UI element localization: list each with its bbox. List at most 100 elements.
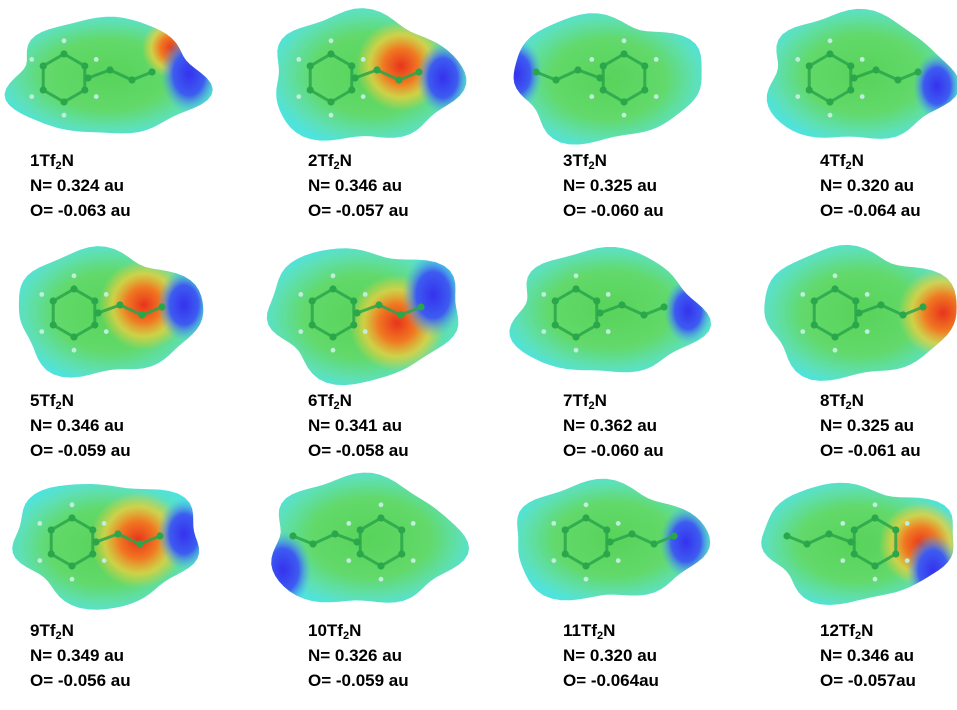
hydrogen-atom [832, 273, 838, 279]
oxygen-charge: O= -0.060 au [563, 201, 664, 220]
hydrogen-atom [29, 57, 35, 62]
atom [91, 321, 99, 329]
atom [582, 562, 590, 570]
nitrogen-charge: N= 0.362 au [563, 416, 658, 435]
hydrogen-atom [330, 347, 336, 353]
atom [892, 526, 900, 534]
hydrogen-atom [840, 558, 846, 563]
compound-number: 5 [30, 391, 40, 410]
atom [306, 62, 314, 70]
atom [39, 86, 47, 94]
oxygen-charge: O= -0.060 au [563, 441, 664, 460]
formula-subscript: 2 [597, 630, 604, 642]
formula-subscript: 2 [588, 400, 595, 412]
atom [620, 50, 628, 58]
hydrogen-atom [904, 558, 910, 563]
positive-region [906, 534, 954, 606]
atom [415, 68, 423, 76]
atom [417, 303, 425, 311]
hydrogen-atom [653, 57, 659, 62]
hydrogen-atom [328, 38, 334, 44]
compound-label: 6Tf2N [308, 388, 409, 413]
molecule-panel: 3Tf2N N= 0.325 au O= -0.060 au [478, 8, 717, 244]
formula-subscript: 2 [55, 400, 62, 412]
nitrogen-charge: N= 0.320 au [563, 646, 658, 665]
atom [871, 514, 879, 522]
atom [894, 76, 902, 84]
compound-label: 8Tf2N [820, 388, 921, 413]
hydrogen-atom [551, 558, 557, 563]
atom [114, 530, 122, 538]
atom [628, 530, 636, 538]
atom [826, 98, 834, 106]
molecule-panel: 11Tf2N N= 0.320 au O= -0.064au [478, 472, 717, 708]
atom [572, 285, 580, 293]
hydrogen-atom [872, 502, 878, 508]
atom [899, 311, 907, 319]
formula-subscript: 2 [845, 160, 852, 172]
molecule-panel: 12Tf2N N= 0.346 au O= -0.057au [717, 472, 956, 708]
atom [350, 321, 358, 329]
atom [351, 74, 359, 82]
compound-label: 5Tf2N [30, 388, 131, 413]
atom [158, 303, 166, 311]
atom [148, 68, 156, 76]
molecule-panel: 7Tf2N N= 0.362 au O= -0.060 au [478, 243, 717, 479]
compound-caption: 6Tf2N N= 0.341 au O= -0.058 au [308, 388, 409, 463]
hydrogen-atom [101, 521, 107, 526]
hydrogen-atom [605, 329, 611, 334]
hydrogen-atom [71, 347, 77, 353]
atom [373, 66, 381, 74]
formula-base: Tf [829, 151, 846, 170]
formula-tail: N [603, 621, 616, 640]
hydrogen-atom [410, 521, 416, 526]
atom [640, 311, 648, 319]
hydrogen-atom [410, 558, 416, 563]
atom [582, 514, 590, 522]
oxygen-charge: O= -0.064 au [820, 201, 921, 220]
oxygen-charge: O= -0.063 au [30, 201, 131, 220]
atom [308, 321, 316, 329]
atom [803, 540, 811, 548]
hydrogen-atom [296, 94, 302, 99]
oxygen-charge: O= -0.059 au [30, 441, 131, 460]
formula-base: Tf [572, 151, 589, 170]
compound-number: 2 [308, 151, 318, 170]
hydrogen-atom [69, 576, 75, 582]
atom [60, 98, 68, 106]
atom [398, 550, 406, 558]
atom [826, 50, 834, 58]
nitrogen-charge: N= 0.346 au [820, 646, 915, 665]
hydrogen-atom [583, 576, 589, 582]
hydrogen-atom [615, 558, 621, 563]
formula-subscript: 2 [333, 160, 340, 172]
formula-tail: N [61, 621, 74, 640]
compound-label: 12Tf2N [820, 618, 916, 643]
hydrogen-atom [832, 347, 838, 353]
formula-subscript: 2 [55, 630, 62, 642]
compound-caption: 5Tf2N N= 0.346 au O= -0.059 au [30, 388, 131, 463]
electrostatic-potential-map [761, 482, 954, 606]
nitrogen-charge: N= 0.325 au [820, 416, 915, 435]
formula-base: Tf [39, 391, 56, 410]
formula-tail: N [851, 151, 864, 170]
electrostatic-potential-map [509, 247, 712, 373]
atom [116, 301, 124, 309]
positive-region [160, 35, 213, 113]
electrostatic-potential-map [4, 16, 213, 134]
hydrogen-atom [621, 112, 627, 118]
hydrogen-atom [346, 521, 352, 526]
atom [353, 309, 361, 317]
oxygen-charge: O= -0.059 au [308, 671, 409, 690]
compound-number: 1 [30, 151, 40, 170]
atom [847, 538, 855, 546]
electrostatic-potential-map [517, 478, 711, 601]
atom [356, 526, 364, 534]
hydrogen-atom [346, 558, 352, 563]
compound-label: 7Tf2N [563, 388, 664, 413]
nitrogen-charge: N= 0.346 au [30, 416, 125, 435]
atom [660, 303, 668, 311]
atom [599, 86, 607, 94]
hydrogen-atom [29, 94, 35, 99]
